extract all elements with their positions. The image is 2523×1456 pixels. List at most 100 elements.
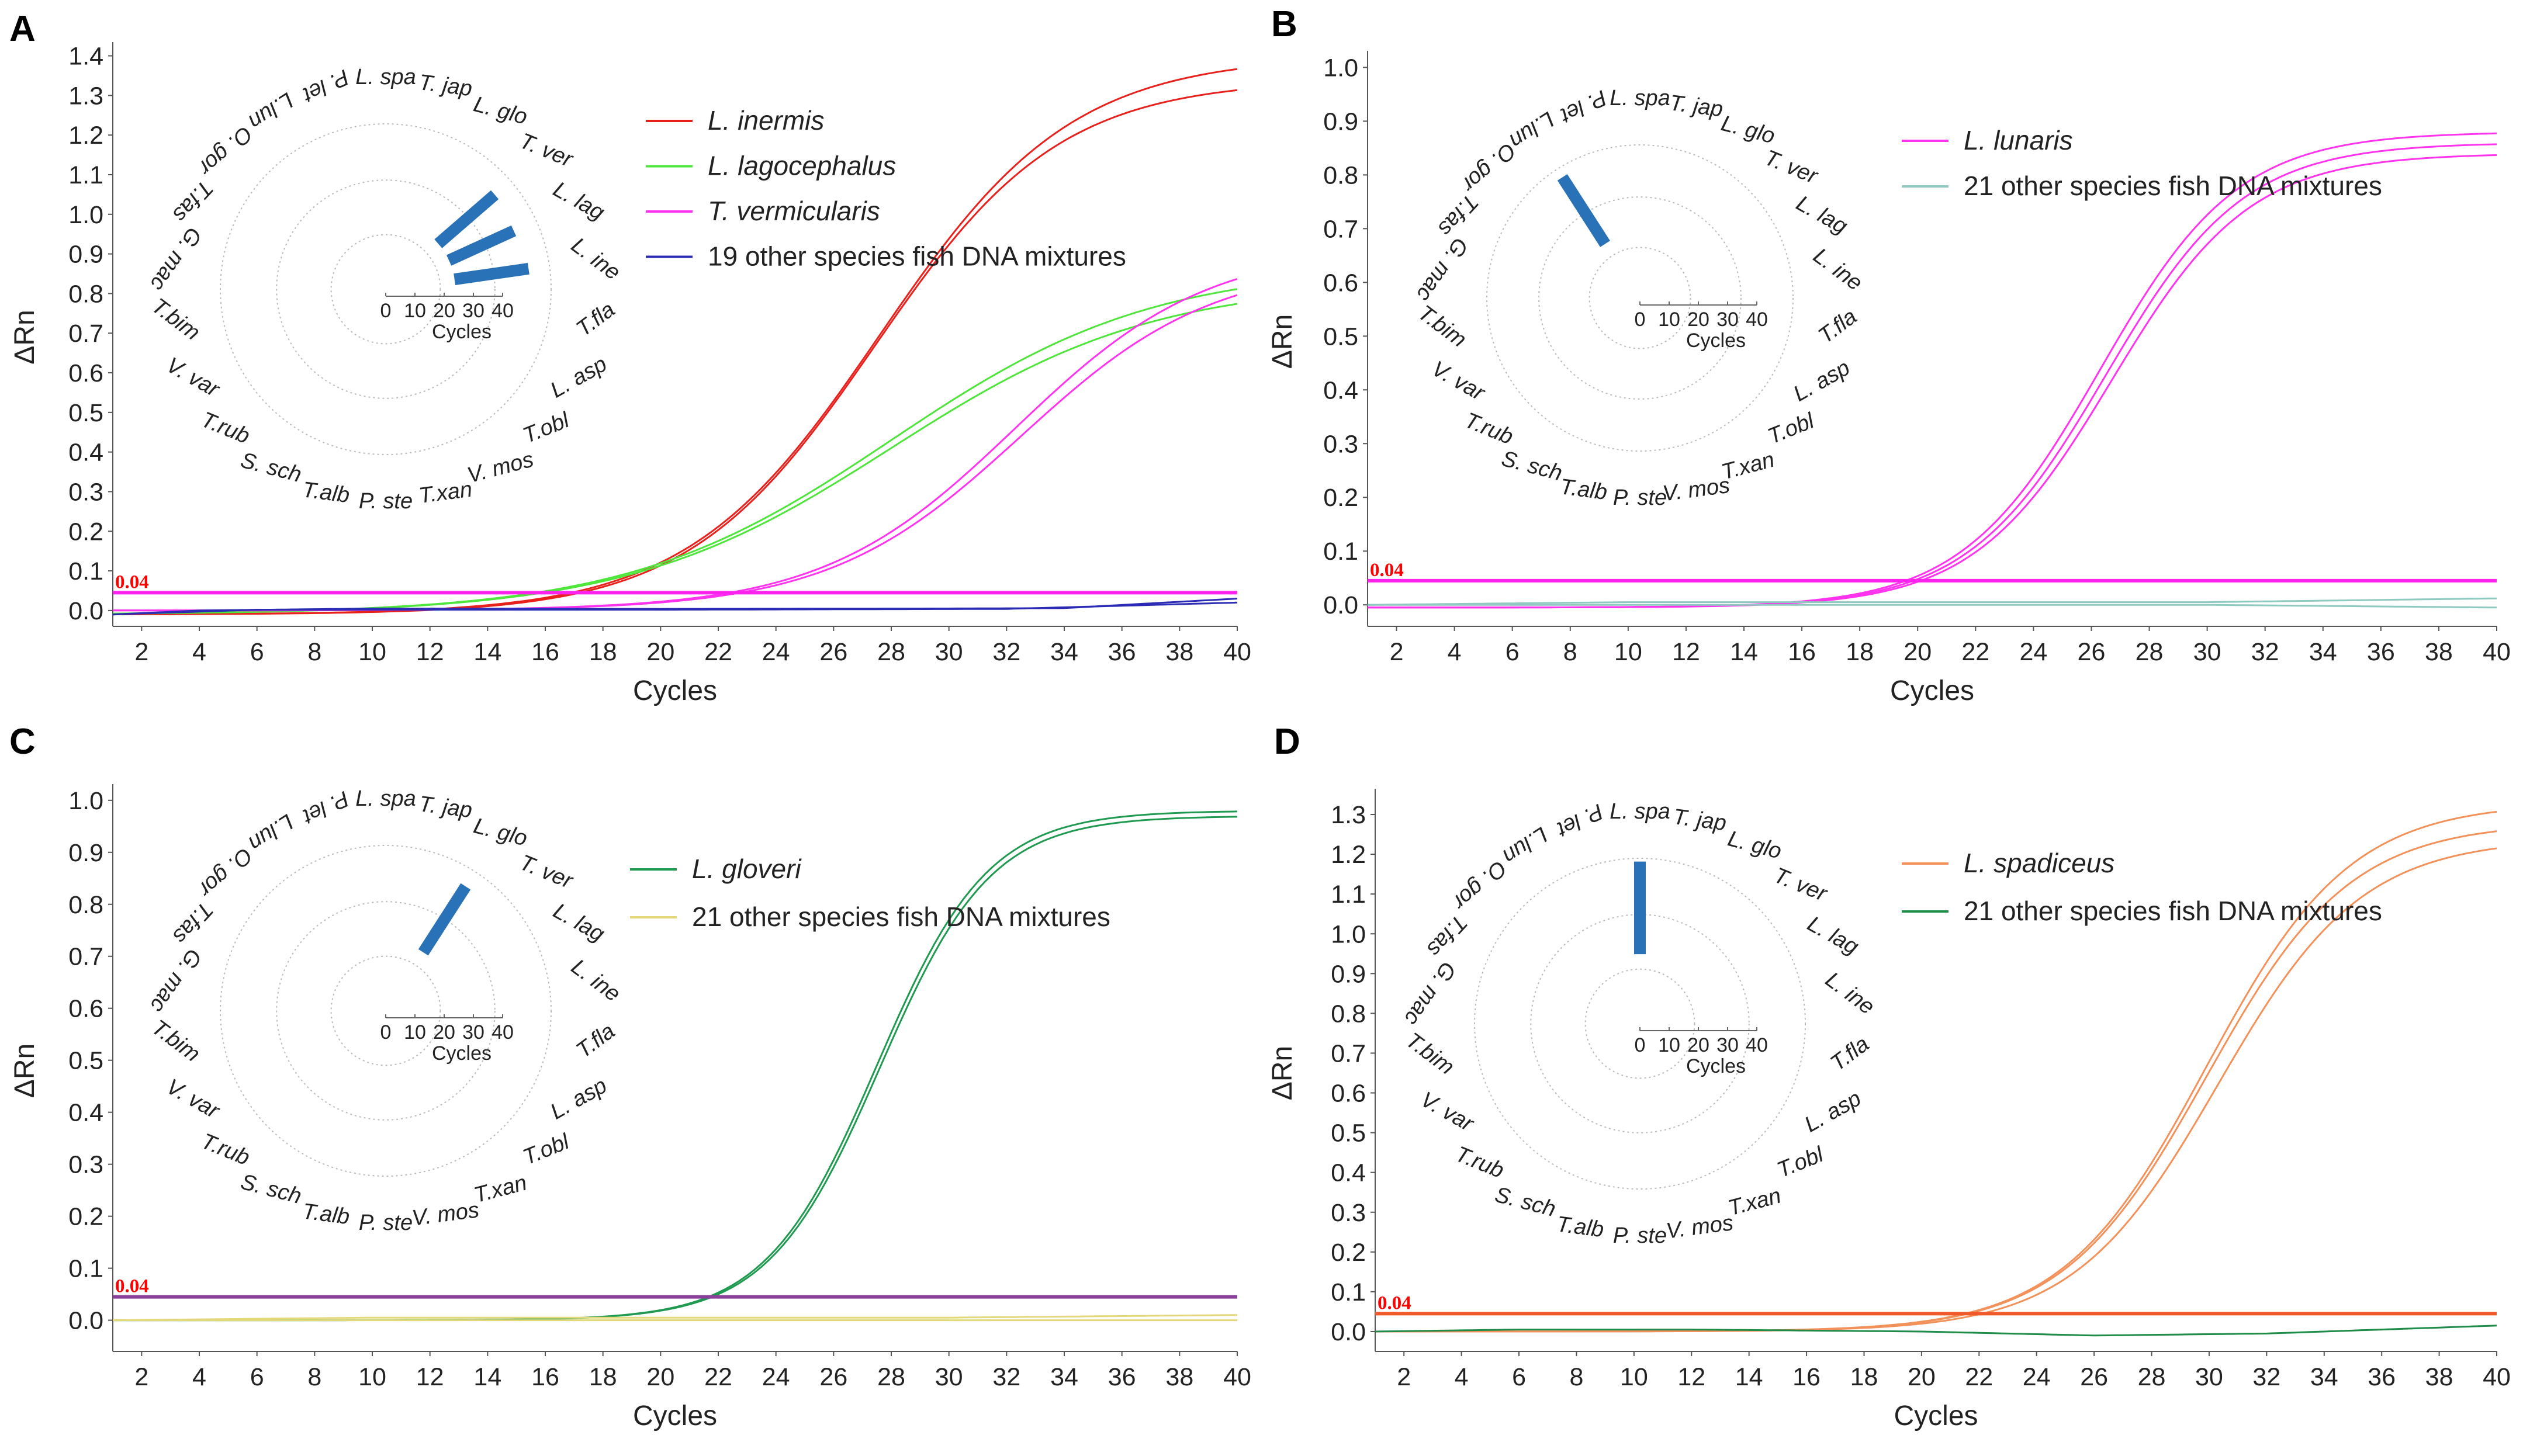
x-tick-label: 32: [992, 1363, 1020, 1391]
polar-scale-label: 0: [1635, 308, 1646, 331]
threshold-label: 0.04: [1370, 560, 1404, 581]
polar-scale-label: 40: [492, 1021, 514, 1044]
x-tick-label: 40: [1223, 638, 1251, 666]
y-tick-label: 0.6: [68, 995, 103, 1023]
polar-species-label: L. spa: [1610, 799, 1670, 824]
x-tick-label: 8: [307, 1363, 321, 1391]
x-tick-label: 26: [2078, 638, 2106, 666]
x-tick-label: 10: [1614, 638, 1642, 666]
polar-species-label: P. ste: [359, 489, 413, 514]
x-tick-label: 32: [2251, 638, 2279, 666]
polar-species-label: T.alb: [301, 1199, 351, 1229]
x-tick-label: 2: [1390, 638, 1404, 666]
panel-letter-C: C: [9, 722, 36, 762]
polar-grid-circle: [276, 901, 496, 1121]
polar-scale-label: 0: [1635, 1034, 1646, 1056]
x-tick-label: 4: [192, 1363, 206, 1391]
x-tick-label: 12: [1672, 638, 1700, 666]
x-tick-label: 4: [1455, 1363, 1469, 1391]
x-tick-label: 26: [819, 1363, 847, 1391]
y-tick-label: 1.1: [68, 161, 103, 189]
polar-scale-label: 40: [1746, 308, 1768, 331]
x-tick-label: 40: [1223, 1363, 1251, 1391]
polar-scale-label: 0: [380, 1021, 392, 1044]
series-group: [1375, 810, 2497, 1337]
y-tick-label: 0.6: [68, 359, 103, 387]
y-tick-label: 0.1: [1323, 538, 1358, 566]
polar-scale-label: 10: [404, 300, 426, 322]
x-tick-label: 6: [250, 1363, 264, 1391]
polar-species-label: L. spa: [1610, 86, 1670, 110]
y-tick-label: 1.3: [1331, 801, 1366, 829]
x-tick-label: 30: [2193, 638, 2221, 666]
x-axis-label: Cycles: [633, 675, 717, 706]
polar-scale-title: Cycles: [432, 1042, 492, 1065]
x-tick-label: 18: [589, 1363, 617, 1391]
y-tick-label: 0.2: [1323, 484, 1358, 512]
polar-grid-circle: [1584, 968, 1695, 1079]
y-axis-label: ΔRn: [9, 310, 40, 364]
x-tick-label: 40: [2483, 1363, 2511, 1391]
legend-label: 21 other species fish DNA mixtures: [1964, 896, 2382, 926]
x-tick-label: 12: [1677, 1363, 1705, 1391]
y-tick-label: 1.2: [1331, 841, 1366, 869]
x-tick-label: 38: [1165, 638, 1193, 666]
y-tick-label: 0.8: [68, 280, 103, 308]
x-tick-label: 24: [762, 638, 790, 666]
series-line-dkgreen2: [1375, 1325, 2497, 1337]
legend-label: L. lunaris: [1964, 125, 2073, 155]
x-axis-label: Cycles: [1894, 1400, 1978, 1431]
polar-scale-label: 40: [1746, 1034, 1768, 1056]
polar-grid-circle: [330, 234, 441, 345]
x-tick-label: 8: [307, 638, 321, 666]
polar-scale-label: 30: [1716, 1034, 1739, 1056]
x-tick-label: 26: [819, 638, 847, 666]
x-tick-label: 22: [704, 638, 732, 666]
x-tick-label: 16: [531, 1363, 559, 1391]
x-tick-label: 34: [1050, 638, 1078, 666]
series-line-teal: [1368, 604, 2497, 609]
polar-species-label: P. ste: [359, 1211, 413, 1235]
y-tick-label: 1.2: [68, 122, 103, 150]
polar-scale-label: 20: [433, 1021, 455, 1044]
x-tick-label: 12: [416, 1363, 444, 1391]
x-tick-label: 8: [1569, 1363, 1583, 1391]
polar-bar: [418, 883, 471, 956]
legend-label: 21 other species fish DNA mixtures: [1964, 171, 2382, 201]
x-tick-label: 18: [1846, 638, 1874, 666]
y-tick-label: 0.3: [1323, 430, 1358, 458]
x-tick-label: 4: [1448, 638, 1462, 666]
polar-scale-label: 30: [1716, 308, 1739, 331]
y-tick-label: 0.5: [1323, 323, 1358, 351]
y-tick-label: 0.3: [1331, 1199, 1366, 1227]
polar-grid-circle: [1588, 247, 1691, 349]
polar-grid-circle: [220, 845, 552, 1177]
polar-scale-label: 30: [462, 1021, 484, 1044]
panel-letter-A: A: [9, 9, 36, 49]
x-tick-label: 36: [1108, 638, 1136, 666]
x-tick-label: 14: [473, 638, 501, 666]
y-tick-label: 0.2: [68, 518, 103, 546]
polar-scale-title: Cycles: [1686, 330, 1746, 352]
polar-grid-circle: [276, 179, 496, 399]
polar-grid-circle: [1474, 858, 1806, 1190]
x-tick-label: 26: [2080, 1363, 2108, 1391]
y-tick-label: 0.4: [1323, 376, 1358, 404]
x-tick-label: 2: [1397, 1363, 1411, 1391]
polar-species-label: T.alb: [1555, 1212, 1605, 1242]
x-tick-label: 14: [1735, 1363, 1763, 1391]
y-tick-label: 0.7: [1331, 1039, 1366, 1067]
x-tick-label: 20: [1908, 1363, 1936, 1391]
x-tick-label: 36: [1108, 1363, 1136, 1391]
y-tick-label: 0.0: [68, 597, 103, 625]
x-tick-label: 30: [935, 1363, 963, 1391]
x-axis-label: Cycles: [1890, 675, 1974, 706]
x-tick-label: 10: [358, 1363, 386, 1391]
y-tick-label: 0.7: [68, 943, 103, 971]
threshold-label: 0.04: [115, 571, 149, 592]
y-tick-label: 0.0: [1323, 591, 1358, 619]
y-tick-label: 0.4: [68, 1099, 103, 1127]
series-group: [113, 810, 1237, 1322]
